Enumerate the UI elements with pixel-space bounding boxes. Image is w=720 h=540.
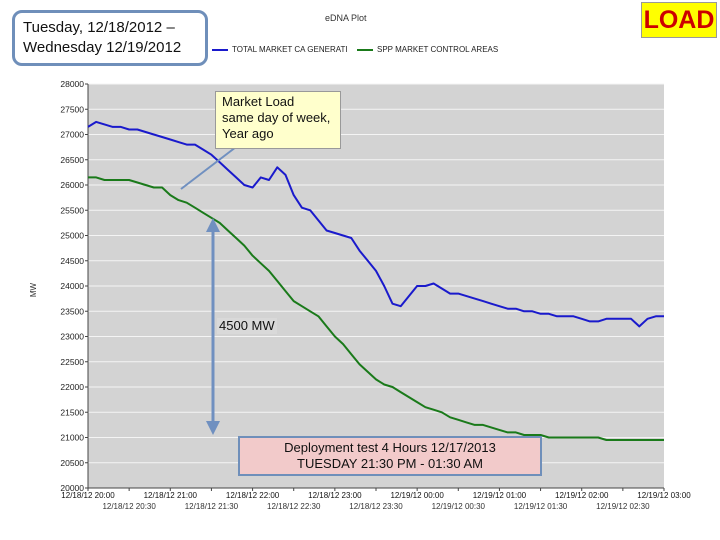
y-tick-label: 23000 (60, 332, 84, 342)
series-layer (87, 120, 664, 441)
y-tick-label: 27000 (60, 130, 84, 140)
date-line-1: Tuesday, 12/18/2012 – (23, 19, 175, 36)
legend-label-total-market: TOTAL MARKET CA GENERATI (232, 45, 348, 54)
y-tick-label: 24000 (60, 281, 84, 291)
x-tick-label-secondary: 12/18/12 23:30 (349, 502, 403, 511)
difference-label: 4500 MW (217, 318, 277, 334)
y-tick-label: 27500 (60, 104, 84, 114)
date-line-2: Wednesday 12/19/2012 (23, 39, 182, 56)
x-tick-label: 12/19/12 03:00 (637, 491, 691, 500)
y-tick-label: 26500 (60, 155, 84, 165)
chart-title: eDNA Plot (325, 13, 367, 23)
y-tick-label: 20000 (60, 483, 84, 493)
x-tick-label-secondary: 12/19/12 01:30 (514, 502, 568, 511)
x-tick-label-secondary: 12/19/12 00:30 (432, 502, 486, 511)
x-tick-label-secondary: 12/18/12 22:30 (267, 502, 321, 511)
deployment-line-2: TUESDAY 21:30 PM - 01:30 AM (297, 456, 483, 471)
legend-item-total-market: TOTAL MARKET CA GENERATI (212, 45, 348, 54)
y-tick-label: 22000 (60, 382, 84, 392)
x-tick-label: 12/18/12 22:00 (226, 491, 280, 500)
y-tick-label: 25500 (60, 205, 84, 215)
x-tick-label-secondary: 12/19/12 02:30 (596, 502, 650, 511)
axes: 20000 20500 21000 21500 22000 22500 23000 23500… (60, 79, 691, 511)
date-range-box: Tuesday, 12/18/2012 – Wednesday 12/19/20… (12, 10, 208, 66)
x-tick-label-secondary: 12/18/12 20:30 (102, 502, 156, 511)
legend-swatch-green (357, 48, 373, 51)
legend-label-spp-market: SPP MARKET CONTROL AREAS (377, 45, 499, 54)
series-line-spp-market (88, 176, 664, 441)
market-load-pointer (180, 146, 237, 190)
legend-swatch-blue (212, 48, 228, 51)
y-tick-label: 28000 (60, 79, 84, 89)
difference-arrow-head-top (206, 218, 220, 232)
load-label: LOAD (641, 2, 717, 38)
y-tick-label: 20500 (60, 458, 84, 468)
x-tick-label: 12/18/12 20:00 (61, 491, 115, 500)
x-tick-label: 12/18/12 23:00 (308, 491, 362, 500)
x-tick-label: 12/19/12 00:00 (390, 491, 444, 500)
legend-item-spp-market: SPP MARKET CONTROL AREAS (357, 45, 498, 54)
market-load-line-1: Market Load (222, 94, 295, 109)
market-load-line-3: Year ago (222, 126, 274, 141)
grid (88, 83, 664, 489)
x-tick-label-secondary: 12/18/12 21:30 (185, 502, 239, 511)
series-line-total-market (87, 120, 664, 328)
x-tick-label: 12/18/12 21:00 (144, 491, 198, 500)
deployment-line-1: Deployment test 4 Hours 12/17/2013 (284, 440, 496, 455)
x-tick-label: 12/19/12 02:00 (555, 491, 609, 500)
y-tick-label: 24500 (60, 256, 84, 266)
market-load-line-2: same day of week, (222, 110, 331, 125)
y-axis-label: MW (29, 282, 38, 297)
y-tick-label: 23500 (60, 306, 84, 316)
y-tick-label: 22500 (60, 357, 84, 367)
y-tick-label: 21000 (60, 433, 84, 443)
deployment-callout: Deployment test 4 Hours 12/17/2013 TUESD… (238, 436, 542, 476)
y-tick-label: 26000 (60, 180, 84, 190)
y-tick-label: 21500 (60, 407, 84, 417)
y-tick-label: 25000 (60, 231, 84, 241)
market-load-callout: Market Load same day of week, Year ago (215, 91, 341, 149)
difference-arrow-head-bottom (206, 421, 220, 435)
x-tick-label: 12/19/12 01:00 (473, 491, 527, 500)
